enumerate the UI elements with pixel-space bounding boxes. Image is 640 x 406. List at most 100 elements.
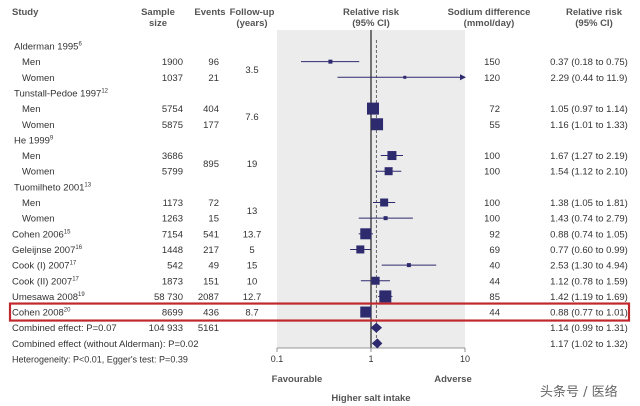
summary-diamond	[370, 322, 383, 333]
sample-size-value: 1037	[162, 73, 183, 84]
effect-square	[384, 167, 393, 176]
watermark: 头条号 / 医络	[540, 385, 618, 400]
subgroup-label: Women	[22, 214, 55, 225]
rr-text-value: 2.29 (0.44 to 11.9)	[551, 73, 628, 84]
sodium-difference-value: 44	[489, 308, 500, 319]
sample-size-value: 3686	[162, 151, 183, 162]
effect-square	[371, 118, 384, 131]
sodium-difference-value: 120	[484, 73, 500, 84]
rr-text-value: 1.12 (0.78 to 1.59)	[550, 276, 628, 287]
rr-text-value: 1.67 (1.27 to 2.19)	[550, 151, 628, 162]
summary-rr-text: 1.17 (1.02 to 1.32)	[550, 339, 628, 350]
rr-text-value: 1.43 (0.74 to 2.79)	[550, 214, 628, 225]
effect-square	[387, 151, 397, 161]
rr-text-value: 1.05 (0.97 to 1.14)	[550, 104, 628, 115]
sodium-difference-value: 55	[489, 120, 500, 131]
rr-text-value: 0.77 (0.60 to 0.99)	[550, 245, 628, 256]
sample-size-value: 1173	[163, 198, 183, 209]
rr-text-value: 1.42 (1.19 to 1.69)	[550, 292, 628, 303]
events-value: 541	[203, 229, 219, 240]
reference-superscript: 13	[84, 182, 91, 188]
rr-text-value: 0.37 (0.18 to 0.75)	[550, 57, 628, 68]
sodium-difference-value: 40	[489, 261, 500, 272]
header-sodium-line-2: (mmol/day)	[464, 18, 515, 29]
sample-size-value: 5754	[162, 104, 183, 115]
rr-text-value: 0.88 (0.77 to 1.01)	[550, 308, 628, 319]
follow-up-value: 15	[247, 261, 258, 272]
reference-superscript: 19	[78, 292, 85, 298]
header-rr-text-line-2: (95% CI)	[575, 18, 612, 29]
summary-sample-size: 104 933	[149, 323, 183, 334]
subgroup-label: Men	[22, 198, 40, 209]
reference-superscript: 20	[64, 308, 71, 314]
rr-text-value: 1.38 (1.05 to 1.81)	[550, 198, 628, 209]
follow-up-value: 19	[247, 159, 258, 170]
sodium-difference-value: 100	[484, 214, 500, 225]
sodium-difference-value: 44	[489, 276, 500, 287]
x-tick-label: 0.1	[271, 354, 284, 364]
subgroup-label: Women	[22, 167, 55, 178]
sample-size-value: 58 730	[154, 292, 183, 303]
events-value: 151	[203, 276, 219, 287]
header-rr-text-line-1: Relative risk	[566, 7, 623, 18]
effect-square	[356, 245, 365, 254]
study-label: Cohen 200615	[12, 229, 71, 240]
events-value: 177	[203, 120, 219, 131]
effect-square	[383, 216, 388, 221]
follow-up-value: 13	[247, 206, 258, 217]
rr-text-value: 0.88 (0.74 to 1.05)	[550, 229, 628, 240]
summary-label: Combined effect (without Alderman): P=0.…	[12, 339, 199, 350]
x-tick-label: 10	[460, 354, 470, 364]
header-sodium-line-1: Sodium difference	[448, 7, 531, 18]
header-relative-risk-line-1: Relative risk	[343, 7, 400, 18]
header-events: Events	[194, 7, 225, 18]
summary-diamond	[371, 338, 383, 349]
summary-rr-text: 1.14 (0.99 to 1.31)	[550, 323, 628, 334]
effect-square	[371, 276, 380, 285]
study-group-label: Tuomilheto 200113	[14, 182, 92, 193]
subgroup-label: Men	[22, 151, 40, 162]
subgroup-label: Men	[22, 104, 40, 115]
heterogeneity-note: Heterogeneity: P<0.01, Egger's test: P=0…	[12, 355, 188, 365]
follow-up-value: 7.6	[245, 112, 258, 123]
effect-square	[360, 228, 372, 240]
sodium-difference-value: 85	[489, 292, 500, 303]
sample-size-value: 1900	[162, 57, 183, 68]
sodium-difference-value: 100	[484, 151, 500, 162]
events-value: 404	[203, 104, 219, 115]
sample-size-value: 542	[167, 261, 183, 272]
events-value: 49	[208, 261, 219, 272]
events-value: 96	[208, 57, 219, 68]
study-label: Umesawa 200819	[12, 292, 85, 303]
effect-square	[403, 75, 407, 79]
follow-up-value: 3.5	[245, 65, 258, 76]
study-group-label: Alderman 19956	[14, 42, 82, 53]
effect-square	[328, 59, 333, 64]
sample-size-value: 1263	[162, 214, 183, 225]
events-value: 436	[203, 308, 219, 319]
rr-text-value: 1.16 (1.01 to 1.33)	[550, 120, 628, 131]
effect-square	[380, 198, 389, 207]
header-sample-size-line-1: Sample	[141, 7, 175, 18]
events-value: 15	[208, 214, 219, 225]
reference-superscript: 12	[101, 88, 108, 94]
x-axis-title: Higher salt intake	[331, 393, 410, 404]
follow-up-value: 8.7	[245, 308, 258, 319]
follow-up-value: 12.7	[243, 292, 262, 303]
reference-superscript: 17	[70, 261, 77, 267]
effect-square	[406, 263, 411, 268]
reference-superscript: 9	[50, 135, 54, 141]
sodium-difference-value: 72	[489, 104, 500, 115]
sodium-difference-value: 100	[484, 198, 500, 209]
events-value: 21	[208, 73, 219, 84]
highlight-box	[8, 302, 631, 322]
effect-square	[366, 102, 379, 115]
subgroup-label: Men	[22, 57, 40, 68]
sample-size-value: 5799	[162, 167, 183, 178]
rr-text-value: 2.53 (1.30 to 4.94)	[550, 261, 628, 272]
events-value: 217	[203, 245, 219, 256]
sodium-difference-value: 150	[484, 57, 500, 68]
follow-up-value: 13.7	[243, 229, 262, 240]
summary-label: Combined effect: P=0.07	[12, 323, 117, 334]
